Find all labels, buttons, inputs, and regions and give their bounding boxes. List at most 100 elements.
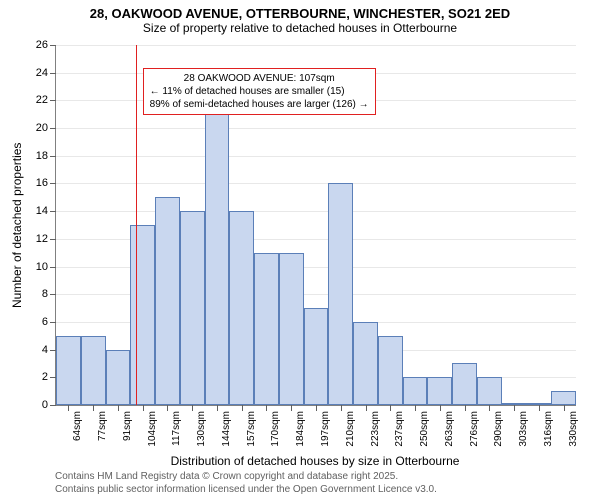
- y-tick: [50, 239, 56, 240]
- y-tick-label: 24: [36, 67, 48, 79]
- x-tick-label: 316sqm: [543, 411, 554, 447]
- x-tick: [564, 405, 565, 411]
- histogram-bar: [353, 322, 378, 405]
- y-tick-label: 8: [42, 288, 48, 300]
- x-tick-label: 210sqm: [345, 411, 356, 447]
- x-tick-label: 303sqm: [518, 411, 529, 447]
- y-tick-label: 2: [42, 371, 48, 383]
- histogram-bar: [56, 336, 81, 405]
- x-tick: [415, 405, 416, 411]
- x-tick-label: 223sqm: [370, 411, 381, 447]
- x-tick: [539, 405, 540, 411]
- y-tick: [50, 322, 56, 323]
- x-tick: [366, 405, 367, 411]
- x-tick-label: 77sqm: [97, 411, 108, 441]
- histogram-bar: [254, 253, 279, 405]
- histogram-chart: 28, OAKWOOD AVENUE, OTTERBOURNE, WINCHES…: [0, 0, 600, 500]
- histogram-bar: [378, 336, 403, 405]
- x-tick-label: 276sqm: [469, 411, 480, 447]
- x-tick-label: 263sqm: [444, 411, 455, 447]
- y-tick-label: 20: [36, 122, 48, 134]
- y-tick: [50, 45, 56, 46]
- x-tick: [68, 405, 69, 411]
- x-tick: [489, 405, 490, 411]
- x-tick: [266, 405, 267, 411]
- y-tick-label: 6: [42, 316, 48, 328]
- y-tick-label: 16: [36, 177, 48, 189]
- x-tick: [514, 405, 515, 411]
- x-tick: [341, 405, 342, 411]
- x-tick-label: 64sqm: [72, 411, 83, 441]
- x-tick: [465, 405, 466, 411]
- grid-line: [56, 156, 576, 157]
- footer-line-2: Contains public sector information licen…: [55, 483, 437, 496]
- x-tick-label: 290sqm: [493, 411, 504, 447]
- histogram-bar: [130, 225, 155, 405]
- histogram-bar: [452, 363, 477, 405]
- y-tick: [50, 183, 56, 184]
- y-tick: [50, 100, 56, 101]
- grid-line: [56, 45, 576, 46]
- histogram-bar: [328, 183, 353, 405]
- x-tick: [167, 405, 168, 411]
- grid-line: [56, 128, 576, 129]
- x-tick-label: 117sqm: [171, 411, 182, 446]
- histogram-bar: [155, 197, 180, 405]
- y-tick: [50, 294, 56, 295]
- y-axis-title: Number of detached properties: [10, 142, 24, 307]
- histogram-bar: [81, 336, 106, 405]
- histogram-bar: [180, 211, 205, 405]
- histogram-bar: [106, 350, 131, 405]
- x-tick-label: 184sqm: [295, 411, 306, 447]
- y-tick-label: 10: [36, 261, 48, 273]
- annotation-line: 28 OAKWOOD AVENUE: 107sqm: [150, 72, 369, 85]
- x-tick-label: 130sqm: [196, 411, 207, 447]
- x-tick: [390, 405, 391, 411]
- grid-line: [56, 211, 576, 212]
- x-tick: [316, 405, 317, 411]
- histogram-bar: [205, 100, 230, 405]
- x-tick-label: 104sqm: [147, 411, 158, 447]
- y-tick: [50, 405, 56, 406]
- x-axis-title: Distribution of detached houses by size …: [55, 454, 575, 468]
- plot-area: 0246810121416182022242664sqm77sqm91sqm10…: [55, 45, 576, 406]
- x-tick-label: 91sqm: [122, 411, 133, 441]
- chart-title-main: 28, OAKWOOD AVENUE, OTTERBOURNE, WINCHES…: [0, 0, 600, 21]
- y-tick-label: 0: [42, 399, 48, 411]
- x-tick: [93, 405, 94, 411]
- x-tick: [242, 405, 243, 411]
- y-tick-label: 14: [36, 205, 48, 217]
- chart-title-sub: Size of property relative to detached ho…: [0, 21, 600, 37]
- x-tick: [118, 405, 119, 411]
- y-tick: [50, 211, 56, 212]
- property-marker-line: [136, 45, 137, 405]
- x-tick-label: 250sqm: [419, 411, 430, 447]
- annotation-line: ← 11% of detached houses are smaller (15…: [150, 85, 369, 98]
- y-tick-label: 26: [36, 39, 48, 51]
- histogram-bar: [229, 211, 254, 405]
- footer-line-1: Contains HM Land Registry data © Crown c…: [55, 470, 437, 483]
- x-tick: [440, 405, 441, 411]
- y-tick: [50, 128, 56, 129]
- y-tick-label: 12: [36, 233, 48, 245]
- grid-line: [56, 183, 576, 184]
- annotation-line: 89% of semi-detached houses are larger (…: [150, 98, 369, 111]
- x-tick: [291, 405, 292, 411]
- histogram-bar: [551, 391, 576, 405]
- x-tick-label: 197sqm: [320, 411, 331, 447]
- x-tick-label: 330sqm: [568, 411, 579, 447]
- annotation-box: 28 OAKWOOD AVENUE: 107sqm← 11% of detach…: [143, 68, 376, 115]
- histogram-bar: [304, 308, 329, 405]
- y-tick-label: 4: [42, 344, 48, 356]
- x-tick: [217, 405, 218, 411]
- y-tick-label: 22: [36, 94, 48, 106]
- x-tick: [192, 405, 193, 411]
- histogram-bar: [279, 253, 304, 405]
- histogram-bar: [427, 377, 452, 405]
- x-tick-label: 157sqm: [246, 411, 257, 447]
- y-tick-label: 18: [36, 150, 48, 162]
- y-tick: [50, 73, 56, 74]
- x-tick-label: 170sqm: [270, 411, 281, 447]
- histogram-bar: [477, 377, 502, 405]
- x-tick-label: 144sqm: [221, 411, 232, 447]
